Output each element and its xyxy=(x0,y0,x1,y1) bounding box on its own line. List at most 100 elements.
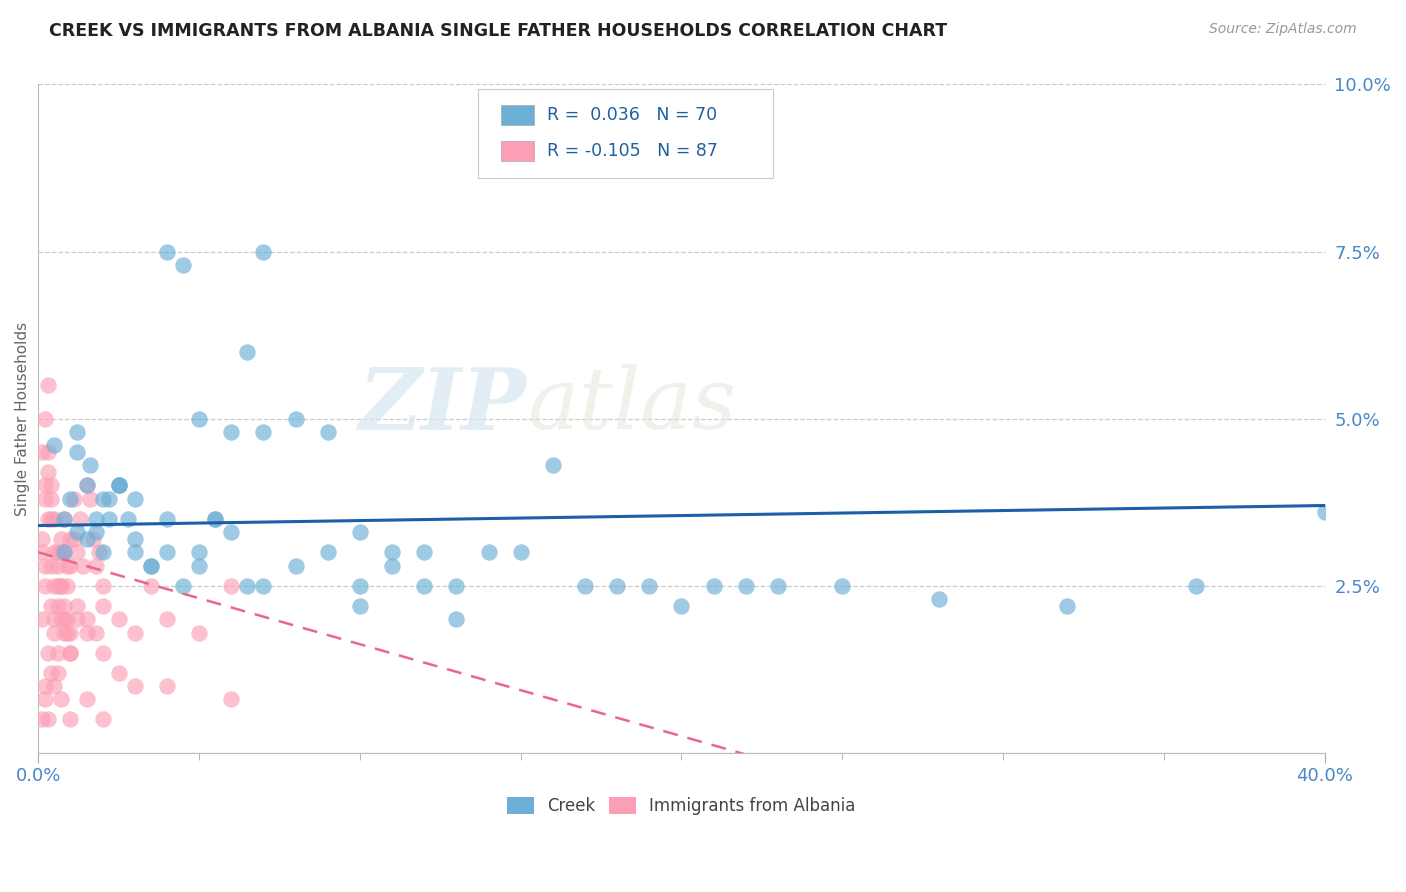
Point xyxy=(107,478,129,492)
Point xyxy=(91,491,114,506)
Point xyxy=(84,558,107,573)
Point xyxy=(69,512,91,526)
Point xyxy=(44,625,66,640)
Point xyxy=(76,625,98,640)
Point xyxy=(59,646,82,660)
Point xyxy=(236,344,259,359)
Point xyxy=(49,532,72,546)
Point xyxy=(541,458,564,473)
Point xyxy=(156,545,179,559)
Point xyxy=(76,532,98,546)
Point xyxy=(84,525,107,540)
Point xyxy=(37,445,59,459)
Point xyxy=(671,599,693,613)
Point xyxy=(44,438,66,452)
Point xyxy=(82,532,104,546)
Point xyxy=(188,558,211,573)
Point xyxy=(53,599,76,613)
Point xyxy=(34,411,56,425)
Point xyxy=(66,525,89,540)
Point xyxy=(56,558,79,573)
Point xyxy=(91,599,114,613)
Point xyxy=(76,692,98,706)
Point xyxy=(98,512,121,526)
Point xyxy=(89,545,111,559)
Point xyxy=(124,679,146,693)
Point xyxy=(66,445,89,459)
Point xyxy=(316,545,339,559)
Point xyxy=(413,579,436,593)
Point xyxy=(236,579,259,593)
Point xyxy=(46,599,69,613)
Point xyxy=(477,545,499,559)
Point xyxy=(638,579,661,593)
Point xyxy=(66,425,89,439)
Point xyxy=(59,646,82,660)
Point xyxy=(252,244,274,259)
Point xyxy=(91,646,114,660)
Point xyxy=(107,612,129,626)
Point xyxy=(56,579,79,593)
Point xyxy=(59,532,82,546)
Point xyxy=(574,579,596,593)
Point xyxy=(107,478,129,492)
Point xyxy=(1056,599,1078,613)
Point xyxy=(39,478,62,492)
Point xyxy=(91,579,114,593)
Point xyxy=(31,532,53,546)
Point xyxy=(349,599,371,613)
Point xyxy=(37,713,59,727)
Point xyxy=(44,579,66,593)
Point xyxy=(49,612,72,626)
Point xyxy=(124,545,146,559)
Point xyxy=(53,512,76,526)
Point xyxy=(188,545,211,559)
Point xyxy=(446,612,468,626)
Point xyxy=(91,545,114,559)
Point xyxy=(34,579,56,593)
Text: CREEK VS IMMIGRANTS FROM ALBANIA SINGLE FATHER HOUSEHOLDS CORRELATION CHART: CREEK VS IMMIGRANTS FROM ALBANIA SINGLE … xyxy=(49,22,948,40)
Point xyxy=(31,713,53,727)
Point xyxy=(188,411,211,425)
Point xyxy=(124,532,146,546)
Point xyxy=(139,558,162,573)
Point xyxy=(703,579,725,593)
Point xyxy=(49,692,72,706)
Point xyxy=(98,491,121,506)
Point xyxy=(34,692,56,706)
Text: Source: ZipAtlas.com: Source: ZipAtlas.com xyxy=(1209,22,1357,37)
Point xyxy=(49,545,72,559)
Point xyxy=(172,579,194,593)
Point xyxy=(53,625,76,640)
Point xyxy=(34,478,56,492)
Point xyxy=(413,545,436,559)
Point xyxy=(76,478,98,492)
Point xyxy=(59,491,82,506)
Point xyxy=(34,679,56,693)
Point xyxy=(1185,579,1208,593)
Point xyxy=(44,545,66,559)
Legend: Creek, Immigrants from Albania: Creek, Immigrants from Albania xyxy=(501,789,862,822)
Text: atlas: atlas xyxy=(527,364,737,447)
Point xyxy=(62,491,84,506)
Point xyxy=(37,378,59,392)
Text: ZIP: ZIP xyxy=(359,364,527,447)
Point xyxy=(381,545,404,559)
Point xyxy=(219,525,242,540)
Point xyxy=(734,579,756,593)
Point xyxy=(766,579,789,593)
Point xyxy=(928,592,950,607)
Point xyxy=(219,579,242,593)
Point xyxy=(79,491,101,506)
Point xyxy=(39,599,62,613)
Point xyxy=(284,411,307,425)
Point xyxy=(37,512,59,526)
Point xyxy=(46,579,69,593)
Point xyxy=(76,612,98,626)
Point xyxy=(349,579,371,593)
Point xyxy=(139,579,162,593)
Point xyxy=(31,612,53,626)
Point xyxy=(156,512,179,526)
Point xyxy=(39,665,62,680)
Point xyxy=(53,545,76,559)
